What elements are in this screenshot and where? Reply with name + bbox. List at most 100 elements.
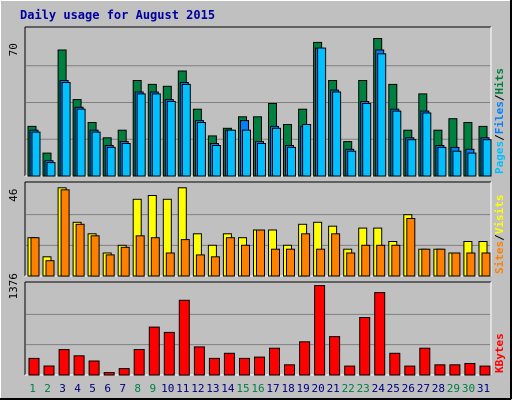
bar-pages-day-24 (377, 53, 387, 177)
bar-pages-day-23 (362, 103, 372, 177)
x-tick-label-day-6: 6 (104, 382, 111, 395)
bar-pages-day-17 (272, 127, 281, 177)
x-tick-label-day-18: 18 (281, 382, 294, 395)
legend-pages: Pages (493, 141, 506, 174)
bar-kbytes-day-9 (148, 326, 160, 376)
chart-title: Daily usage for August 2015 (20, 8, 215, 22)
legend-files: Files (493, 101, 506, 134)
bar-kbytes-day-20 (314, 285, 326, 376)
x-tick-label-day-25: 25 (387, 382, 400, 395)
series-kbytes (28, 285, 491, 376)
bar-sites-day-23 (361, 244, 371, 277)
bar-sites-day-6 (105, 254, 115, 277)
bar-kbytes-day-24 (374, 292, 386, 376)
bar-sites-day-31 (481, 252, 491, 277)
legend-separator: / (493, 94, 506, 101)
x-tick-label-day-11: 11 (176, 382, 189, 395)
bar-kbytes-day-3 (58, 349, 70, 376)
panel-visitors-legend: Sites/Visits (493, 195, 506, 275)
panel-visitors: 46 Sites/Visits (7, 181, 506, 277)
bar-pages-day-29 (452, 150, 462, 177)
bar-sites-day-3 (60, 189, 70, 277)
bar-sites-day-18 (286, 248, 295, 277)
bar-sites-day-2 (45, 260, 55, 277)
series-pages (31, 47, 492, 177)
legend-visits: Visits (493, 195, 506, 235)
panel-volume: 1376 KBytes (7, 273, 506, 376)
bar-kbytes-day-18 (284, 364, 295, 376)
x-tick-label-day-31: 31 (477, 382, 490, 395)
x-tick-label-day-16: 16 (251, 382, 264, 395)
bar-pages-day-9 (151, 93, 161, 177)
bar-kbytes-day-17 (269, 347, 280, 376)
bar-pages-day-20 (317, 47, 327, 177)
x-tick-label-day-1: 1 (29, 382, 36, 395)
bar-pages-day-27 (422, 112, 432, 177)
bar-kbytes-day-22 (344, 365, 356, 376)
x-tick-label-day-5: 5 (89, 382, 96, 395)
bar-pages-day-26 (407, 139, 417, 177)
bar-kbytes-day-10 (163, 331, 175, 376)
bar-sites-day-15 (241, 244, 250, 277)
bar-kbytes-day-8 (133, 349, 145, 376)
bar-kbytes-day-6 (103, 372, 115, 376)
legend-separator: / (493, 234, 506, 241)
bar-pages-day-19 (302, 124, 312, 177)
bar-kbytes-day-27 (419, 347, 431, 376)
x-tick-label-day-20: 20 (311, 382, 324, 395)
bar-kbytes-day-25 (389, 352, 401, 376)
bar-kbytes-day-26 (404, 365, 416, 376)
x-tick-label-day-23: 23 (357, 382, 370, 395)
bar-sites-day-11 (180, 239, 190, 277)
bar-pages-day-5 (91, 131, 101, 177)
bar-pages-day-6 (106, 146, 116, 177)
x-tick-label-day-8: 8 (134, 382, 141, 395)
x-tick-label-day-19: 19 (296, 382, 309, 395)
x-tick-label-day-30: 30 (462, 382, 475, 395)
x-tick-label-day-7: 7 (119, 382, 126, 395)
bar-kbytes-day-1 (28, 357, 40, 376)
bar-pages-day-25 (392, 110, 402, 177)
bar-sites-day-7 (120, 246, 130, 277)
bar-pages-day-11 (181, 83, 191, 177)
panel-volume-max-label: 1376 (7, 273, 20, 300)
x-tick-label-day-9: 9 (149, 382, 156, 395)
bar-sites-day-12 (195, 254, 205, 277)
legend-hits: Hits (493, 68, 506, 95)
bar-pages-day-7 (121, 143, 131, 177)
series-sites (30, 189, 491, 277)
bar-pages-day-1 (31, 131, 41, 177)
bar-sites-day-21 (331, 233, 341, 277)
x-tick-label-day-13: 13 (206, 382, 219, 395)
legend-sites: Sites (493, 241, 506, 274)
bar-sites-day-13 (210, 256, 220, 277)
panel-visitors-max-label: 46 (7, 189, 20, 202)
bar-sites-day-24 (376, 244, 386, 277)
legend-separator: / (493, 134, 506, 141)
bar-kbytes-day-12 (193, 346, 205, 376)
chart-panels: 70Pages/Files/Hits46Sites/Visits1376KByt… (7, 26, 506, 376)
bar-kbytes-day-15 (239, 357, 250, 376)
bar-sites-day-16 (256, 229, 265, 277)
bar-sites-day-27 (421, 248, 431, 277)
bar-pages-day-8 (136, 93, 146, 177)
x-tick-label-day-10: 10 (161, 382, 174, 395)
bar-sites-day-5 (90, 235, 100, 277)
bar-kbytes-day-23 (359, 317, 371, 376)
panel-traffic-legend: Pages/Files/Hits (493, 68, 506, 174)
bar-pages-day-14 (226, 129, 236, 177)
bar-sites-day-19 (301, 233, 311, 277)
bar-kbytes-day-5 (88, 360, 100, 376)
x-tick-label-day-14: 14 (221, 382, 235, 395)
bar-sites-day-26 (406, 218, 416, 277)
bar-sites-day-22 (346, 252, 356, 277)
bar-kbytes-day-21 (329, 336, 341, 376)
bar-pages-day-2 (46, 162, 56, 177)
bar-kbytes-day-28 (434, 364, 446, 376)
bar-sites-day-4 (75, 223, 85, 277)
bar-kbytes-day-2 (43, 365, 55, 376)
bar-kbytes-day-11 (178, 299, 190, 376)
bar-pages-day-4 (76, 108, 86, 177)
